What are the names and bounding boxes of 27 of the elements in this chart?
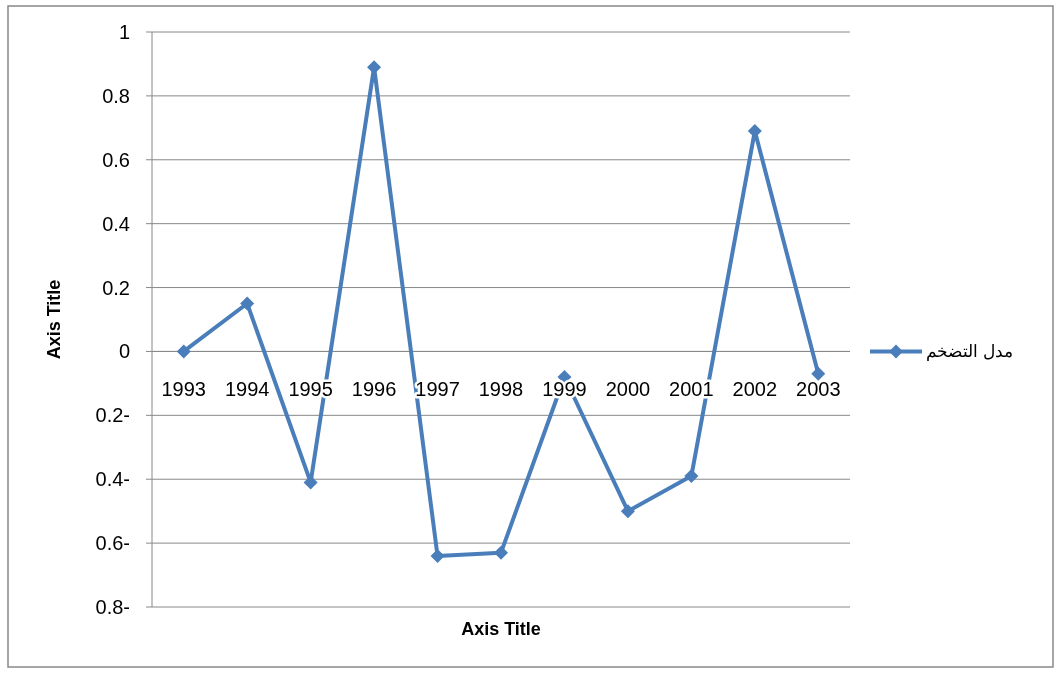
y-tick-label: 0.4- [95, 468, 130, 491]
y-tick-label: 0.2- [95, 404, 130, 427]
legend-label: مدل التضخم [926, 342, 1013, 363]
x-axis-title: Axis Title [461, 619, 541, 639]
point [176, 344, 191, 359]
y-tick-label: 0.6- [95, 532, 130, 555]
y-tick-label: 0.8 [102, 84, 130, 107]
x-tick-label: 1996 [351, 378, 397, 401]
x-tick-label: 1993 [161, 378, 206, 401]
y-tick-label: 0.6 [102, 148, 130, 171]
point [620, 504, 635, 519]
point [811, 366, 826, 381]
point [494, 545, 508, 560]
y-tick-label: 0.8- [95, 596, 130, 618]
x-tick-label: 2003 [796, 378, 841, 401]
x-tick-label: 2002 [732, 378, 778, 401]
y-tick-label: 0.2 [102, 276, 130, 299]
y-tick-label: 0.4 [102, 212, 130, 235]
point [240, 296, 255, 311]
y-tick-label: 1 [118, 21, 130, 43]
x-tick-label: 2000 [605, 378, 651, 401]
point [430, 548, 445, 563]
x-tick-label: 1994 [224, 378, 270, 401]
y-tick-label: 0 [118, 340, 130, 363]
x-tick-label: 1998 [478, 378, 524, 401]
point [684, 469, 699, 484]
y-axis-title: Axis Title [44, 279, 64, 360]
